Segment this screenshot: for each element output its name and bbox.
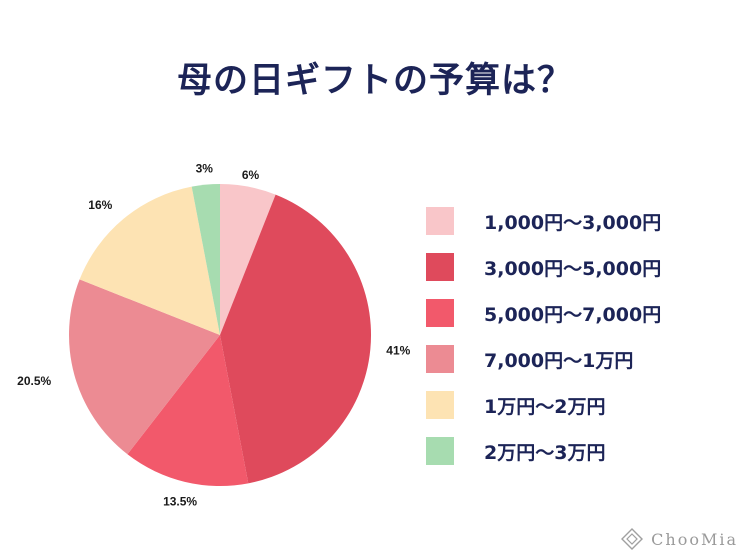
slice-label: 20.5%: [17, 374, 51, 388]
legend-swatch: [426, 207, 454, 235]
legend-swatch: [426, 299, 454, 327]
legend-item: 1万円〜2万円: [426, 382, 661, 428]
legend-swatch: [426, 391, 454, 419]
legend-item: 3,000円〜5,000円: [426, 244, 661, 290]
slice-7000-10000: [68, 279, 221, 455]
legend-label: 1万円〜2万円: [484, 395, 606, 418]
legend-label: 2万円〜3万円: [484, 441, 606, 464]
chart-title: 母の日ギフトの予算は？: [176, 61, 573, 101]
legend-label: 7,000円〜1万円: [484, 349, 634, 372]
slice-label: 16%: [88, 198, 112, 212]
legend-label: 3,000円〜5,000円: [484, 257, 662, 280]
slice-label: 3%: [196, 162, 214, 176]
legend-swatch: [426, 253, 454, 281]
slice-label: 41%: [386, 344, 410, 358]
watermark-text: ChooMia: [651, 529, 738, 549]
legend-label: 5,000円〜7,000円: [484, 303, 662, 326]
slice-label: 6%: [242, 168, 260, 182]
legend-swatch: [426, 437, 454, 465]
legend-swatch: [426, 345, 454, 373]
slice-5000-7000: [127, 335, 249, 487]
legend-item: 7,000円〜1万円: [426, 336, 661, 382]
pie-chart: 6% 41% 13.5% 20.5% 16% 3%: [17, 162, 410, 509]
legend-item: 1,000円〜3,000円: [426, 198, 661, 244]
slice-1000-3000: [220, 184, 276, 335]
watermark: ChooMia: [621, 528, 738, 550]
slice-3000-5000: [220, 194, 372, 484]
slice-10000-20000: [79, 186, 220, 335]
legend-item: 5,000円〜7,000円: [426, 290, 661, 336]
diamond-logo-icon: [621, 528, 644, 550]
slice-20000-30000: [191, 184, 220, 335]
legend-label: 1,000円〜3,000円: [484, 211, 662, 234]
legend-item: 2万円〜3万円: [426, 428, 661, 474]
slice-label: 13.5%: [163, 494, 197, 508]
legend: 1,000円〜3,000円 3,000円〜5,000円 5,000円〜7,000円 7…: [426, 198, 661, 474]
